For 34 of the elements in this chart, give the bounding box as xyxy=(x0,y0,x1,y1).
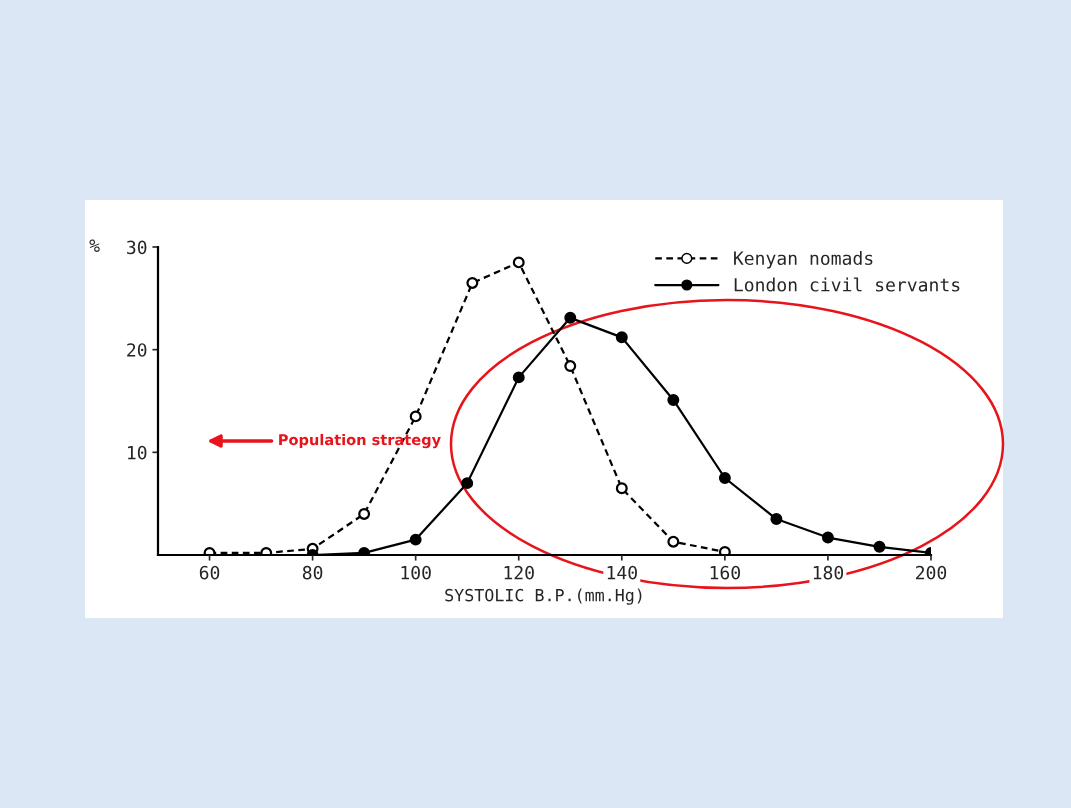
point xyxy=(466,276,479,289)
point xyxy=(409,410,422,423)
point xyxy=(461,477,474,490)
x-tick-label: 120 xyxy=(504,565,534,580)
legend-label: Kenyan nomads xyxy=(734,251,873,269)
y-tick-label: 10 xyxy=(128,445,147,460)
legend-label: London civil servants xyxy=(734,277,960,292)
x-tick-label: 200 xyxy=(916,565,947,580)
x-tick-label: 180 xyxy=(813,565,844,580)
y-tick-label: 30 xyxy=(127,240,147,255)
point xyxy=(409,533,422,546)
y-axis-title: % xyxy=(89,239,100,253)
x-tick-label: 60 xyxy=(199,565,220,580)
point xyxy=(512,256,525,269)
point xyxy=(821,531,834,544)
x-tick-label: 80 xyxy=(302,565,323,580)
x-tick-label: 100 xyxy=(401,565,431,580)
point xyxy=(770,513,783,526)
point xyxy=(718,545,731,555)
point xyxy=(358,507,371,520)
point xyxy=(873,540,886,553)
point xyxy=(512,371,525,384)
x-tick-label: 140 xyxy=(607,565,637,580)
point xyxy=(667,394,680,406)
point xyxy=(564,311,577,324)
point xyxy=(667,535,680,548)
point xyxy=(718,472,731,484)
point xyxy=(615,331,628,344)
point xyxy=(615,482,628,495)
x-tick-label: 160 xyxy=(710,565,740,580)
y-tick-label: 20 xyxy=(127,343,147,357)
x-axis-title: SYSTOLIC B.P.(mm.Hg) xyxy=(445,588,642,605)
annotation: Population strategy xyxy=(279,433,441,449)
point xyxy=(564,360,577,373)
